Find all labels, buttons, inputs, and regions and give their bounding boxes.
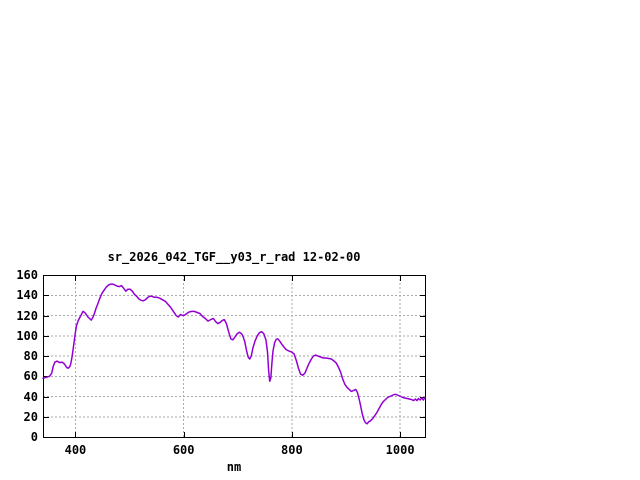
x-tick-label: 600 xyxy=(172,443,195,457)
y-tick-label: 140 xyxy=(16,288,38,303)
y-tick-label: 60 xyxy=(23,369,38,384)
y-tick-label: 120 xyxy=(16,308,38,323)
y-tick-label: 80 xyxy=(23,349,38,363)
chart-title: sr_2026_042_TGF__y03_r_rad 12-02-00 xyxy=(107,250,361,264)
plot-border xyxy=(43,275,426,438)
y-tick-label: 100 xyxy=(16,328,38,343)
x-tick-label: 400 xyxy=(64,443,87,457)
series-line xyxy=(42,283,426,425)
y-tick-label: 40 xyxy=(23,389,38,404)
y-tick-label: 160 xyxy=(16,268,38,282)
y-tick-label: 0 xyxy=(30,430,38,444)
x-tick-label: 1000 xyxy=(385,443,415,457)
x-axis-label: nm xyxy=(226,460,242,474)
y-tick-label: 20 xyxy=(23,409,38,424)
x-tick-label: 800 xyxy=(281,443,303,457)
